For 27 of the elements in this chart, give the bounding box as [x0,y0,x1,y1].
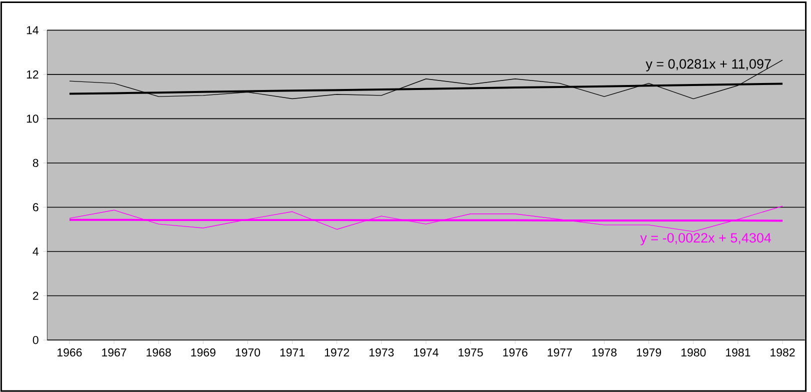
y-tick-label: 10 [26,114,38,123]
x-tick-label: 1980 [681,348,706,356]
y-tick-label: 4 [32,247,38,256]
x-tick-label: 1973 [370,348,394,356]
y-tick-label: 0 [32,336,38,344]
y-tick-label: 6 [33,203,38,212]
x-tick-label: 1969 [191,348,216,356]
annotation: y = 0,0281x + 11,097 [646,59,771,72]
x-tick-label: 1979 [636,348,662,356]
y-tick-label: 2 [33,292,38,300]
x-tick-label: 1972 [324,348,350,356]
x-tick-label: 1976 [503,348,528,356]
x-tick-label: 1978 [592,348,617,356]
x-tick-label: 1966 [58,348,82,356]
y-tick-label: 8 [32,158,38,167]
x-tick-label: 1970 [236,348,260,356]
x-tick-label: 1982 [770,348,795,356]
x-tick-label: 1975 [458,348,483,356]
y-tick-label: 12 [26,70,38,78]
annotation: y = -0,0022x + 5,4304 [640,232,772,246]
y-tick-label: 14 [26,26,38,34]
x-tick-label: 1981 [726,348,750,356]
x-tick-label: 1974 [414,348,438,356]
x-tick-label: 1971 [280,348,305,356]
x-tick-label: 1968 [146,348,171,356]
x-tick-label: 1967 [102,348,126,356]
x-tick-label: 1977 [548,348,572,356]
